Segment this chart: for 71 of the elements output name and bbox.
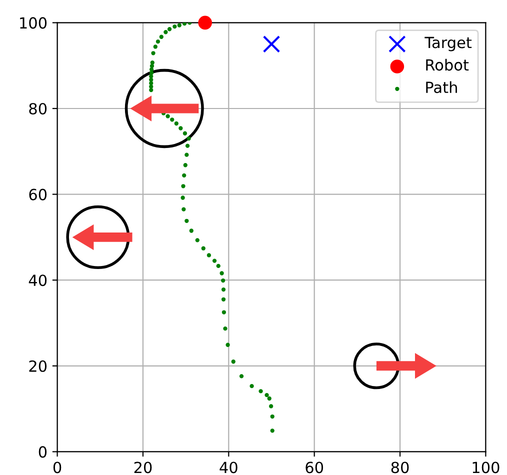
point (239, 374, 244, 378)
point (167, 27, 172, 32)
point (195, 238, 200, 242)
point (270, 414, 274, 419)
point (172, 24, 177, 29)
x-tick-label: 60 (306, 462, 324, 474)
point (267, 396, 272, 401)
point (262, 36, 280, 53)
point (153, 44, 158, 49)
point (149, 84, 154, 89)
x-tick-label: 40 (220, 462, 238, 474)
point (221, 287, 226, 292)
y-tick-label: 0 (38, 446, 47, 458)
point (183, 163, 188, 168)
y-tick-label: 100 (20, 17, 47, 29)
point (180, 196, 185, 200)
point (174, 121, 178, 126)
point (170, 118, 174, 122)
point (149, 67, 154, 72)
y-tick-label: 60 (29, 188, 47, 200)
point (164, 30, 168, 34)
point (231, 360, 236, 364)
point (149, 88, 154, 92)
point (149, 70, 154, 75)
point (182, 131, 188, 136)
point (182, 22, 187, 26)
point (166, 114, 170, 118)
point (149, 81, 154, 86)
legend-label: Target (424, 36, 472, 52)
point (212, 258, 217, 263)
point (181, 184, 186, 188)
point (177, 23, 182, 28)
point (270, 428, 274, 433)
point (178, 126, 183, 130)
point (149, 74, 154, 78)
x-tick-label: 80 (391, 462, 409, 474)
point (198, 16, 212, 30)
point (184, 218, 189, 223)
y-tick-label: 40 (28, 274, 47, 286)
y-tick-label: 20 (29, 360, 47, 372)
point (220, 271, 224, 276)
point (206, 253, 212, 258)
point (223, 326, 228, 331)
point (182, 207, 186, 212)
x-tick-label: 100 (472, 462, 500, 474)
y-tick-label: 80 (29, 102, 47, 115)
legend-label: Path (426, 81, 457, 94)
point (186, 136, 191, 141)
point (184, 152, 189, 157)
point (221, 278, 226, 283)
point (150, 64, 154, 68)
x-tick-label: 0 (53, 462, 62, 474)
point (156, 39, 160, 44)
point (221, 297, 226, 302)
point (264, 392, 269, 398)
point (189, 228, 194, 233)
point (216, 264, 220, 268)
point (250, 384, 254, 388)
point (222, 310, 226, 314)
point (201, 246, 206, 250)
point (151, 51, 156, 56)
point (149, 78, 154, 82)
point (258, 389, 263, 394)
point (185, 144, 190, 148)
point (150, 60, 154, 65)
x-tick-label: 20 (134, 462, 152, 474)
point (268, 404, 274, 408)
point (159, 34, 164, 39)
point (182, 173, 186, 178)
point (226, 342, 230, 347)
legend-label: Robot (426, 58, 469, 71)
